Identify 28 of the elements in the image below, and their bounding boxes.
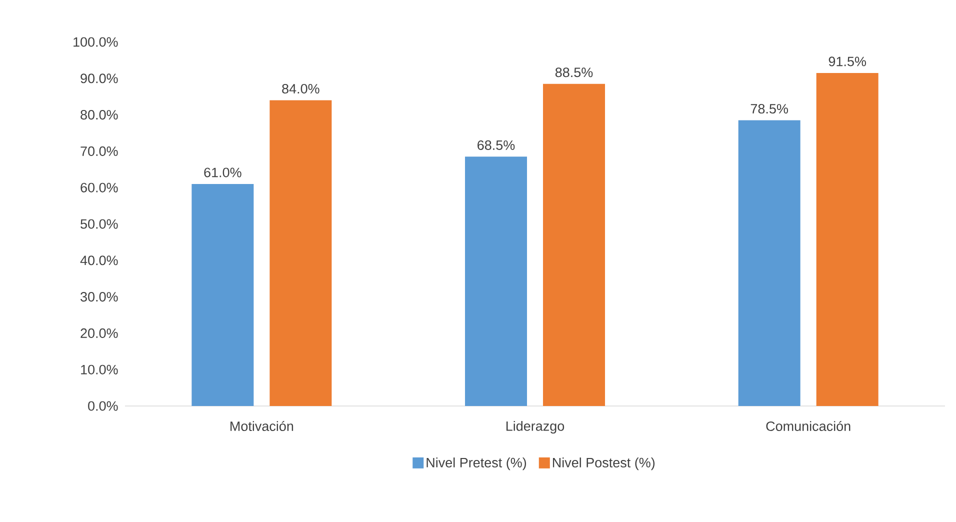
data-label: 84.0% [282,84,320,94]
y-tick-label: 70.0% [80,146,118,156]
data-label: 91.5% [828,56,866,66]
y-tick-label: 80.0% [80,110,118,120]
x-tick-label: Motivación [230,420,294,432]
y-tick-label: 50.0% [80,219,118,229]
y-tick-label: 40.0% [80,256,118,266]
y-tick-label: 100.0% [74,37,118,47]
y-tick-label: 10.0% [81,364,118,374]
y-tick-label: 30.0% [80,292,118,302]
bar [465,156,528,406]
bar [738,120,800,406]
y-tick-label: 20.0% [80,328,118,338]
bar [192,184,254,406]
data-label: 88.5% [555,68,593,78]
x-tick-label: Liderazgo [506,420,564,434]
legend-label: Nivel Pretest (%) [426,458,526,470]
data-label: 78.5% [750,104,788,114]
y-tick-label: 90.0% [80,74,118,84]
data-label: 61.0% [204,168,242,178]
bar [816,72,878,406]
data-label: 68.5% [478,140,515,150]
legend-label: Nivel Postest (%) [552,458,655,470]
bar [270,100,332,406]
x-tick-label: Comunicación [766,420,850,432]
y-tick-label: 0.0% [88,401,118,411]
y-tick-label: 60.0% [80,182,118,192]
bar [543,84,606,406]
